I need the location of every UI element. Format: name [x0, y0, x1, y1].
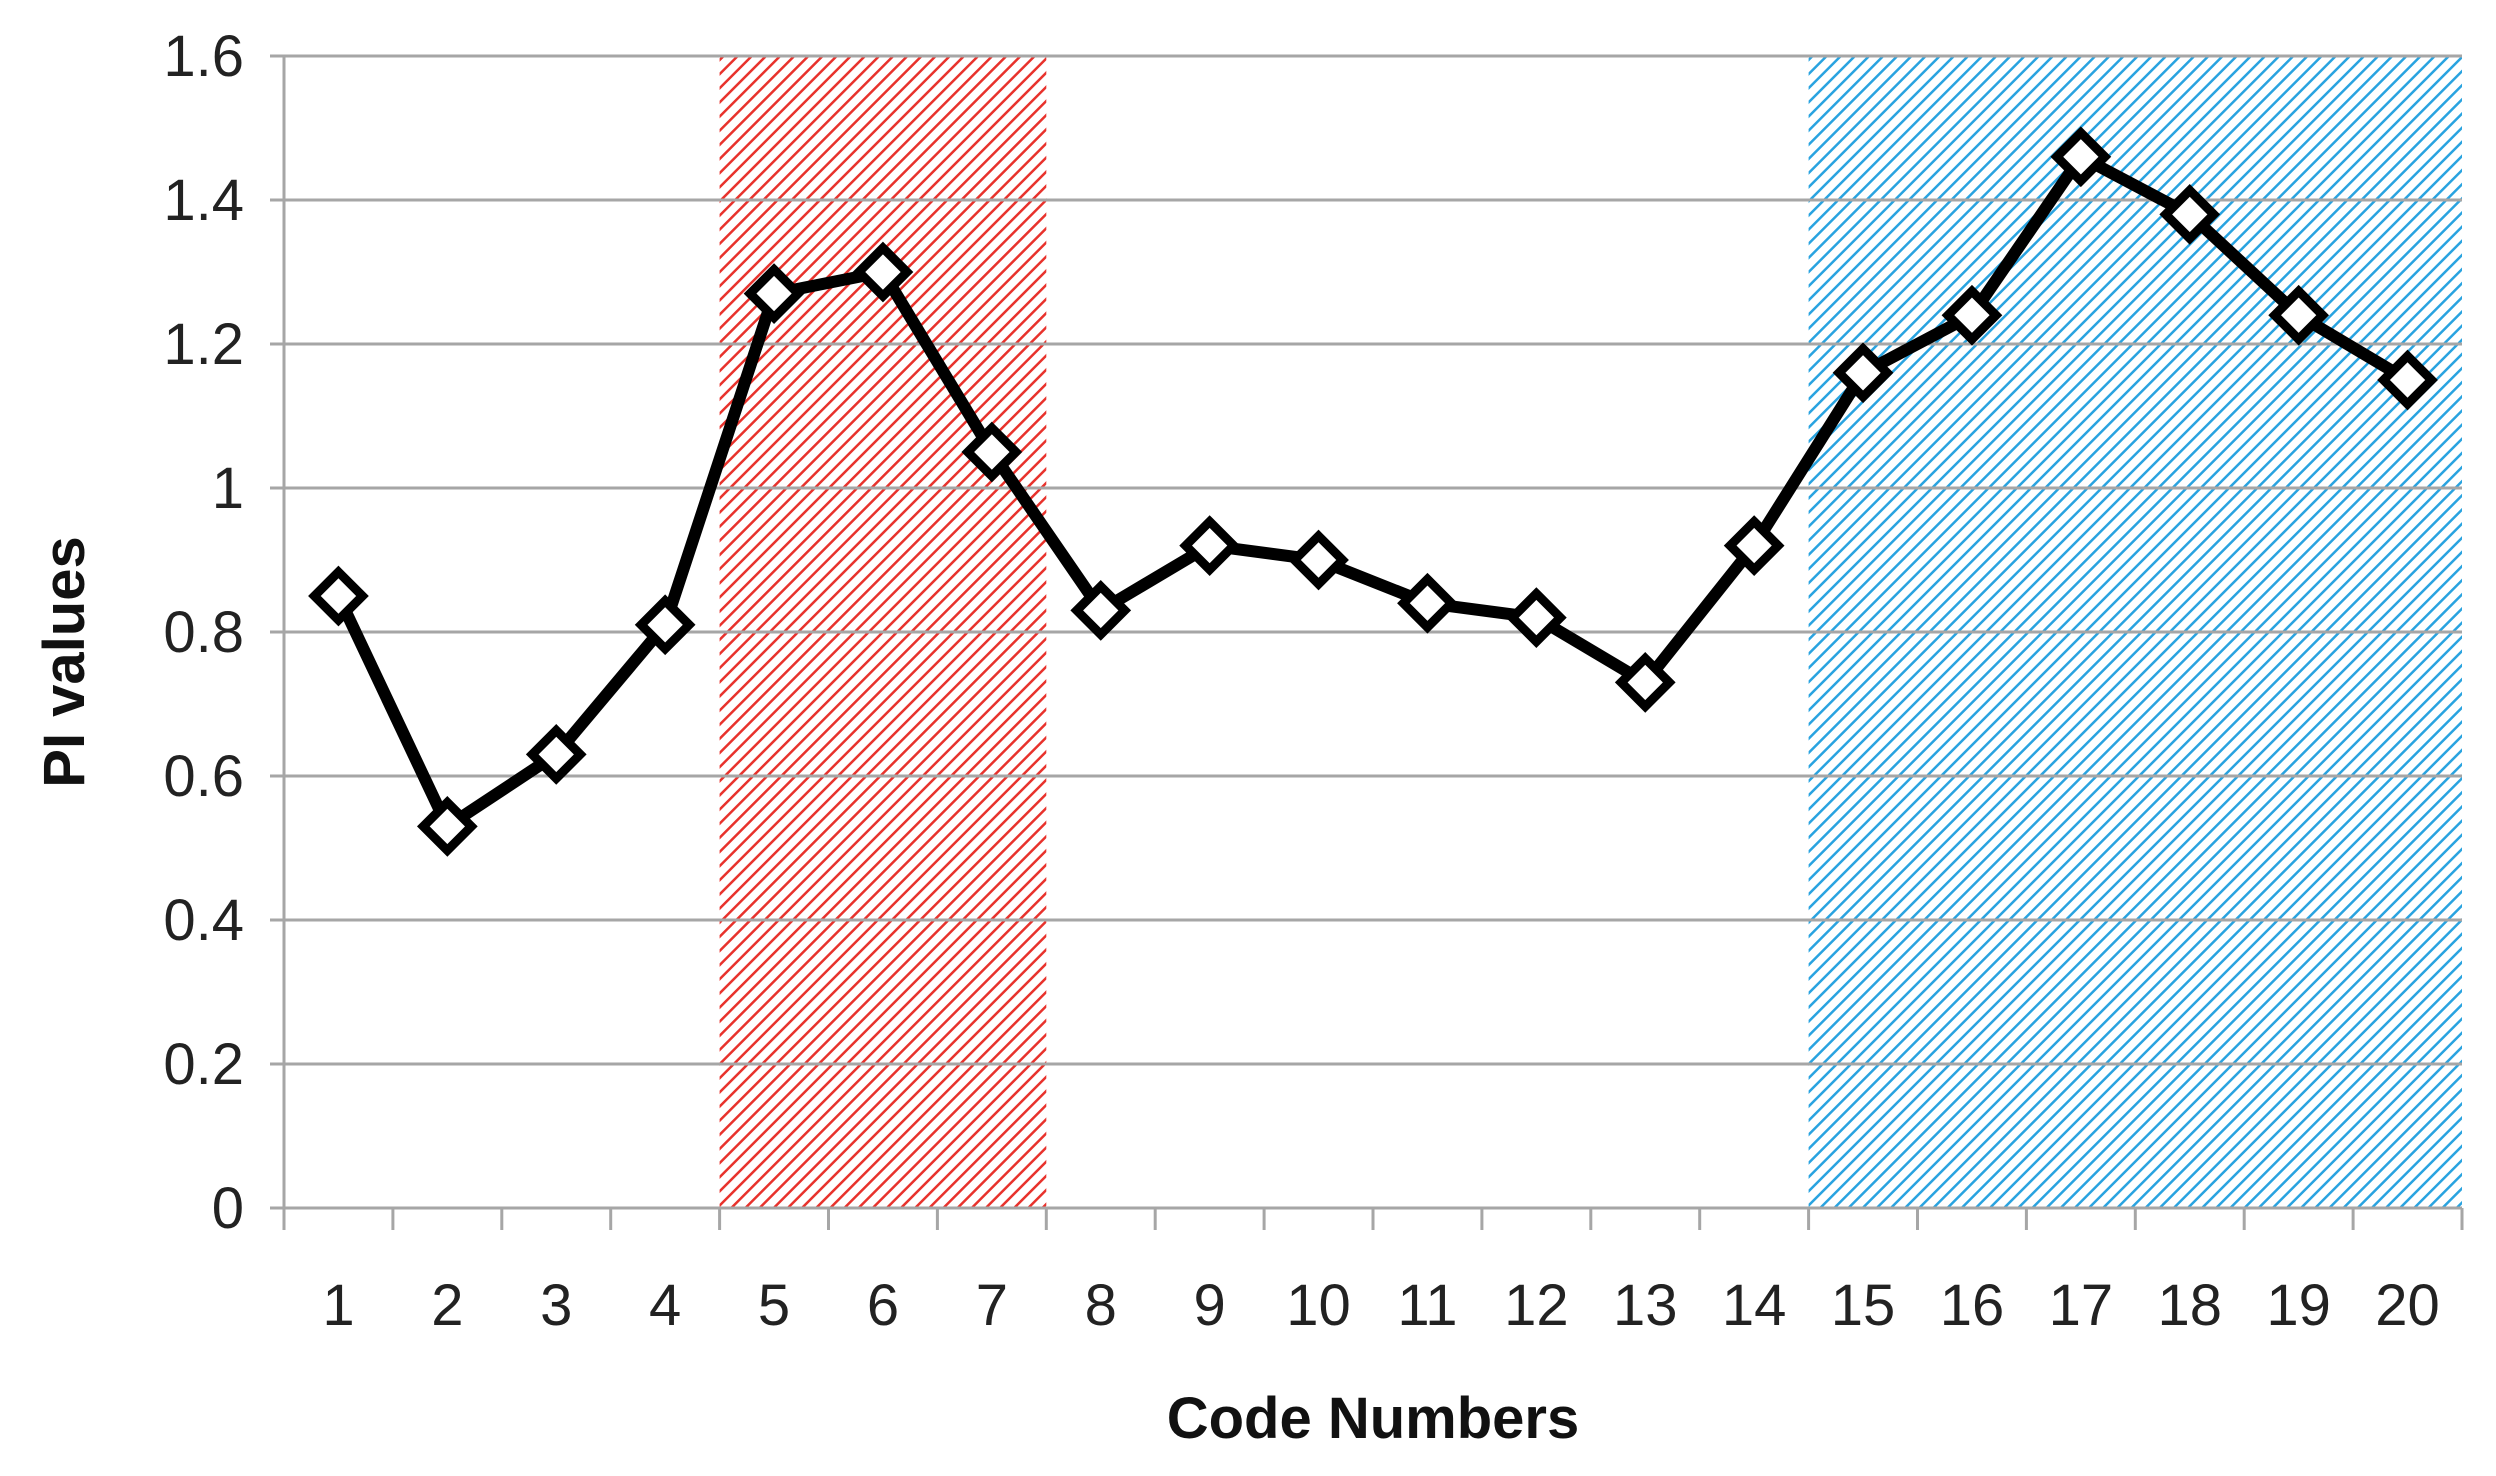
x-tick-label: 11	[1397, 1273, 1457, 1338]
y-tick-label: 0.4	[163, 888, 244, 953]
x-tick-label: 3	[540, 1273, 572, 1338]
data-point-marker	[1070, 580, 1132, 641]
x-tick-label: 12	[1504, 1273, 1569, 1338]
x-tick-label: 13	[1613, 1273, 1678, 1338]
y-tick-label: 1.2	[163, 312, 244, 377]
data-point-marker	[1614, 652, 1676, 713]
y-tick-label: 1.4	[163, 168, 244, 233]
x-tick-label: 17	[2049, 1273, 2114, 1338]
x-tick-label: 10	[1286, 1273, 1351, 1338]
y-tick-label: 0.8	[163, 600, 244, 665]
series-line	[332, 150, 2414, 833]
x-tick-label: 19	[2266, 1273, 2331, 1338]
data-point-marker	[2268, 284, 2330, 346]
y-tick-label: 0.2	[163, 1032, 244, 1097]
data-point-marker	[1832, 342, 1894, 404]
data-point-marker	[1723, 515, 1785, 576]
y-tick-label: 1	[212, 456, 244, 521]
data-point-marker	[525, 724, 587, 785]
x-tick-label: 5	[758, 1273, 790, 1338]
axes	[282, 56, 2464, 1230]
x-tick-label: 1	[322, 1273, 354, 1338]
x-tick-label: 9	[1194, 1273, 1226, 1338]
data-point-marker	[2050, 126, 2112, 188]
data-point-marker	[1288, 529, 1349, 591]
y-tick-label: 1.6	[163, 24, 244, 89]
y-tick-label: 0.6	[163, 744, 244, 809]
x-tick-label: 18	[2157, 1273, 2222, 1338]
y-axis-title: PI values	[32, 536, 97, 787]
gridlines	[270, 54, 2462, 1210]
data-point-marker	[416, 796, 478, 857]
data-point-marker	[2159, 184, 2221, 245]
y-tick-label: 0	[212, 1176, 244, 1241]
x-tick-label: 14	[1722, 1273, 1787, 1338]
x-tick-label: 7	[976, 1273, 1008, 1338]
tick-labels: 00.20.40.60.811.21.41.61 2 3 4 5 6 7 8 9 10 11 12 13…	[163, 24, 2439, 1338]
x-tick-label: 15	[1831, 1273, 1896, 1338]
data-point-marker	[2377, 349, 2438, 411]
data-point-marker	[634, 594, 696, 656]
data-point-marker	[743, 263, 805, 324]
x-tick-label: 8	[1085, 1273, 1117, 1338]
data-point-marker	[852, 241, 914, 303]
data-point-marker	[1397, 572, 1458, 634]
x-axis-title: Code Numbers	[1167, 1386, 1580, 1451]
data-point-marker	[308, 565, 369, 627]
data-point-marker	[1941, 284, 2003, 346]
data-point-marker	[961, 421, 1023, 483]
series-layer	[308, 126, 2438, 857]
x-tick-label: 6	[867, 1273, 899, 1338]
x-tick-label: 2	[431, 1273, 463, 1338]
data-point-marker	[1179, 515, 1241, 576]
x-tick-label: 16	[1940, 1273, 2005, 1338]
x-tick-label: 4	[649, 1273, 681, 1338]
data-point-marker	[1505, 587, 1567, 648]
x-tick-label: 20	[2375, 1273, 2440, 1338]
